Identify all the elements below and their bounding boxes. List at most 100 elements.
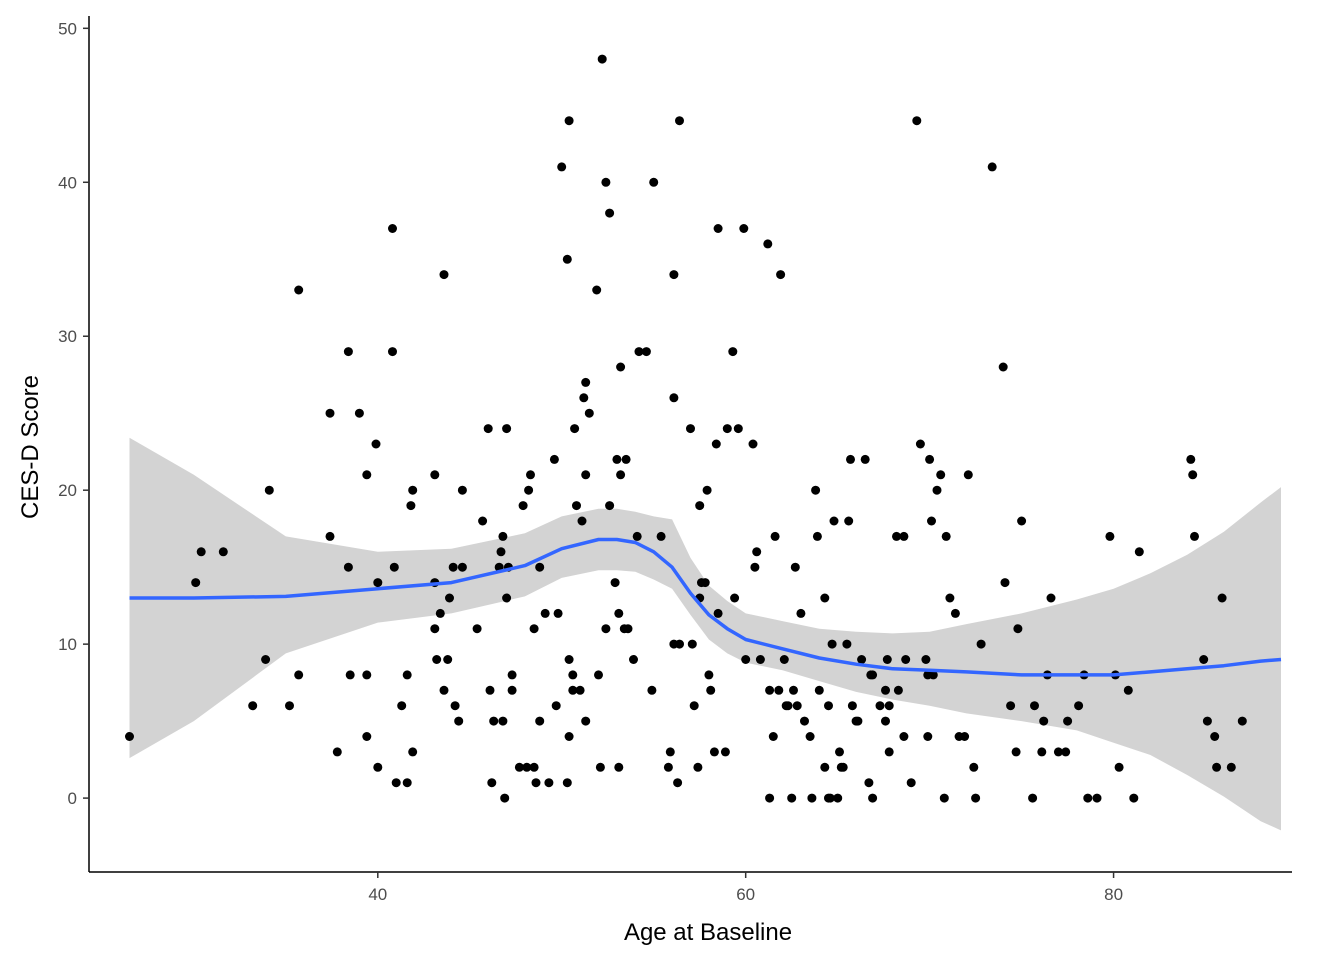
data-point — [647, 685, 657, 695]
data-point — [448, 562, 458, 572]
data-point — [402, 670, 412, 680]
data-point — [941, 531, 951, 541]
data-point — [702, 485, 712, 495]
data-point — [500, 793, 510, 803]
data-point — [570, 424, 580, 434]
data-point — [763, 239, 773, 249]
data-point — [969, 762, 979, 772]
data-point — [641, 347, 651, 357]
data-point — [564, 732, 574, 741]
data-point — [1037, 747, 1047, 757]
data-point — [581, 377, 591, 387]
data-point — [498, 531, 508, 541]
data-point — [1006, 701, 1016, 711]
data-point — [485, 685, 495, 695]
data-point — [577, 516, 587, 526]
data-point — [388, 347, 397, 357]
data-point — [502, 593, 512, 603]
data-point — [669, 393, 679, 403]
data-point — [362, 732, 372, 741]
data-point — [728, 347, 738, 357]
data-point — [868, 670, 878, 680]
data-point — [906, 778, 916, 788]
data-point — [595, 762, 605, 772]
data-point — [868, 793, 878, 803]
x-axis-title: Age at Baseline — [624, 919, 792, 946]
data-point — [472, 624, 482, 634]
data-point — [502, 424, 512, 434]
data-point — [362, 470, 372, 480]
data-point — [391, 778, 401, 788]
data-point — [945, 593, 955, 603]
data-point — [675, 639, 684, 649]
data-point — [487, 778, 497, 788]
data-point — [285, 701, 294, 711]
y-tick-label: 30 — [58, 327, 77, 346]
data-point — [389, 562, 399, 572]
data-point — [686, 424, 695, 434]
data-point — [752, 547, 762, 557]
data-point — [483, 424, 493, 434]
data-point — [1202, 716, 1212, 726]
data-point — [792, 701, 802, 711]
data-point — [770, 531, 780, 541]
data-point — [960, 732, 970, 741]
data-point — [614, 608, 624, 618]
data-point — [739, 224, 749, 233]
data-point — [540, 608, 550, 618]
data-point — [373, 578, 383, 588]
data-point — [800, 716, 809, 726]
data-point — [881, 685, 890, 695]
data-point — [496, 547, 506, 557]
confidence-ribbon-layer — [129, 437, 1281, 831]
data-point — [1199, 655, 1209, 664]
data-point — [857, 655, 867, 664]
data-point — [597, 54, 607, 64]
data-point — [562, 254, 572, 264]
data-point — [1190, 531, 1199, 541]
data-point — [125, 732, 134, 741]
data-point — [1217, 593, 1227, 603]
y-axis-title: CES-D Score — [17, 375, 44, 519]
data-point — [535, 716, 545, 726]
y-tick-label: 20 — [58, 481, 77, 500]
data-point — [789, 685, 798, 695]
data-point — [1083, 793, 1093, 803]
data-point — [621, 454, 631, 464]
data-point — [1186, 454, 1196, 464]
data-point — [522, 762, 532, 772]
data-point — [1030, 701, 1039, 711]
data-point — [796, 608, 806, 618]
data-point — [575, 685, 585, 695]
data-point — [402, 778, 412, 788]
data-point — [531, 778, 541, 788]
data-point — [844, 516, 854, 526]
data-point — [741, 655, 751, 664]
data-point — [568, 685, 578, 695]
data-point — [526, 470, 535, 480]
data-point — [779, 655, 789, 664]
data-point — [936, 470, 946, 480]
axes-layer: 0 10 20 30 40 50 40 60 80 — [58, 16, 1292, 904]
confidence-ribbon — [129, 437, 1281, 831]
data-point — [610, 578, 620, 588]
scatter-points-layer — [125, 54, 1247, 803]
data-point — [1063, 716, 1073, 726]
data-point — [562, 778, 572, 788]
data-point — [1212, 762, 1222, 772]
data-point — [524, 485, 534, 495]
data-point — [605, 501, 615, 511]
data-point — [408, 747, 418, 757]
data-point — [498, 716, 508, 726]
data-point — [812, 531, 822, 541]
data-point — [656, 531, 666, 541]
x-tick-label: 80 — [1104, 885, 1123, 904]
data-point — [1188, 470, 1198, 480]
data-point — [457, 562, 467, 572]
data-point — [882, 655, 892, 664]
data-point — [1039, 716, 1049, 726]
data-point — [706, 685, 716, 695]
data-point — [325, 408, 335, 418]
data-point — [932, 485, 942, 495]
data-point — [673, 778, 683, 788]
